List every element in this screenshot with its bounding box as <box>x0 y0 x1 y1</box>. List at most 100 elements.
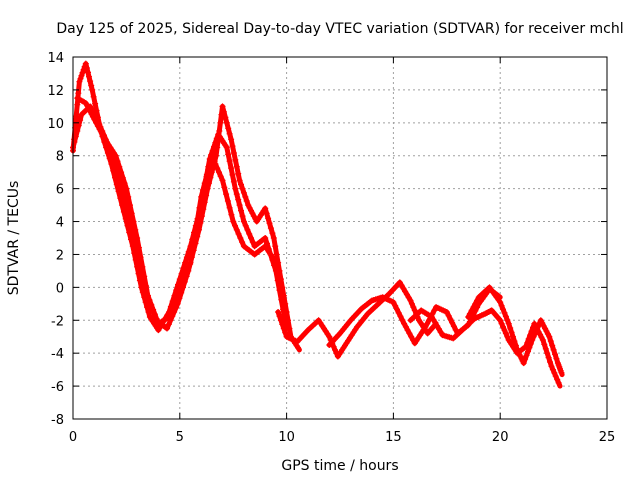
data-point-marker <box>276 313 283 320</box>
data-point-marker <box>119 174 126 181</box>
data-point-marker <box>144 292 151 299</box>
data-point-marker <box>240 189 247 196</box>
data-point-marker <box>226 130 233 137</box>
x-tick-label: 10 <box>278 430 295 445</box>
data-point-marker <box>539 320 546 326</box>
data-point-marker <box>279 321 286 328</box>
data-point-marker <box>445 312 452 319</box>
data-series-group <box>70 60 565 389</box>
data-point-marker <box>526 344 533 351</box>
data-point-marker <box>137 254 144 261</box>
data-point-marker <box>511 338 518 345</box>
data-point-marker <box>221 184 228 191</box>
data-point-marker <box>134 235 141 241</box>
grid <box>73 57 607 419</box>
data-point-marker <box>236 177 243 184</box>
data-point-marker <box>504 333 511 340</box>
data-point-marker <box>80 66 87 73</box>
data-point-marker <box>465 314 472 320</box>
data-point-marker <box>212 161 219 167</box>
data-point-marker <box>116 163 123 170</box>
data-point-marker <box>98 129 105 136</box>
data-point-marker <box>217 173 224 180</box>
data-point-marker <box>500 323 506 330</box>
data-point-marker <box>390 299 397 306</box>
data-point-marker <box>277 317 284 324</box>
data-point-marker <box>215 136 222 143</box>
data-point-marker <box>201 180 208 187</box>
data-point-marker <box>404 327 411 334</box>
data-point-marker <box>277 276 284 283</box>
data-point-marker <box>114 158 121 165</box>
data-point-marker <box>401 320 408 327</box>
data-point-marker <box>502 313 509 320</box>
data-point-marker <box>267 225 274 232</box>
data-point-marker <box>500 306 506 313</box>
data-point-marker <box>242 193 249 200</box>
data-point-marker <box>144 304 150 311</box>
data-point-marker <box>552 351 558 358</box>
series-satellite-track-3 <box>74 95 279 327</box>
series-satellite-track-7 <box>465 284 565 378</box>
data-point-marker <box>216 128 223 134</box>
y-tick-label: 2 <box>56 248 64 263</box>
data-point-marker <box>175 289 181 296</box>
data-point-marker <box>225 151 232 158</box>
data-point-marker <box>408 300 415 307</box>
data-point-marker <box>235 196 242 203</box>
data-point-marker <box>269 230 276 237</box>
data-point-marker <box>100 133 107 139</box>
data-point-marker <box>96 126 103 133</box>
data-point-marker <box>544 350 551 357</box>
data-point-marker <box>127 202 133 209</box>
data-point-marker <box>230 150 237 156</box>
data-point-marker <box>121 180 128 187</box>
data-point-marker <box>189 248 196 255</box>
data-point-marker <box>216 169 222 176</box>
data-point-marker <box>276 267 283 274</box>
data-point-marker <box>547 338 554 345</box>
data-point-marker <box>541 341 548 348</box>
data-point-marker <box>238 181 244 188</box>
data-point-marker <box>223 191 230 198</box>
data-point-marker <box>118 169 125 176</box>
data-point-marker <box>554 376 561 383</box>
x-tick-label: 15 <box>385 430 402 445</box>
data-point-marker <box>522 356 529 363</box>
data-point-marker <box>89 86 96 93</box>
data-point-marker <box>230 218 237 225</box>
data-point-marker <box>92 100 99 107</box>
data-point-marker <box>178 280 185 287</box>
data-point-marker <box>286 325 293 332</box>
data-point-marker <box>246 230 253 237</box>
chart-title: Day 125 of 2025, Sidereal Day-to-day VTE… <box>56 21 623 37</box>
data-point-marker <box>452 326 459 333</box>
data-point-marker <box>240 218 247 225</box>
y-tick-label: 4 <box>56 216 64 231</box>
data-point-marker <box>505 320 512 327</box>
data-point-marker <box>266 220 273 227</box>
data-point-marker <box>83 65 90 71</box>
data-point-marker <box>507 325 514 331</box>
data-point-marker <box>233 226 240 233</box>
data-point-marker <box>512 342 519 349</box>
data-point-marker <box>74 101 81 108</box>
data-point-marker <box>248 235 254 241</box>
data-point-marker <box>249 239 256 246</box>
data-point-marker <box>551 369 558 376</box>
y-tick-label: 10 <box>47 117 64 132</box>
data-point-marker <box>75 122 82 129</box>
data-point-marker <box>498 320 505 327</box>
data-point-marker <box>192 226 199 233</box>
data-point-marker <box>397 313 404 320</box>
data-point-marker <box>410 304 417 311</box>
data-point-marker <box>532 330 539 337</box>
data-point-marker <box>523 352 530 359</box>
data-point-marker <box>431 307 438 314</box>
data-point-marker <box>224 198 231 204</box>
data-point-marker <box>198 193 205 200</box>
data-point-marker <box>210 156 217 163</box>
data-point-marker <box>392 302 399 309</box>
plot-frame <box>72 56 608 420</box>
